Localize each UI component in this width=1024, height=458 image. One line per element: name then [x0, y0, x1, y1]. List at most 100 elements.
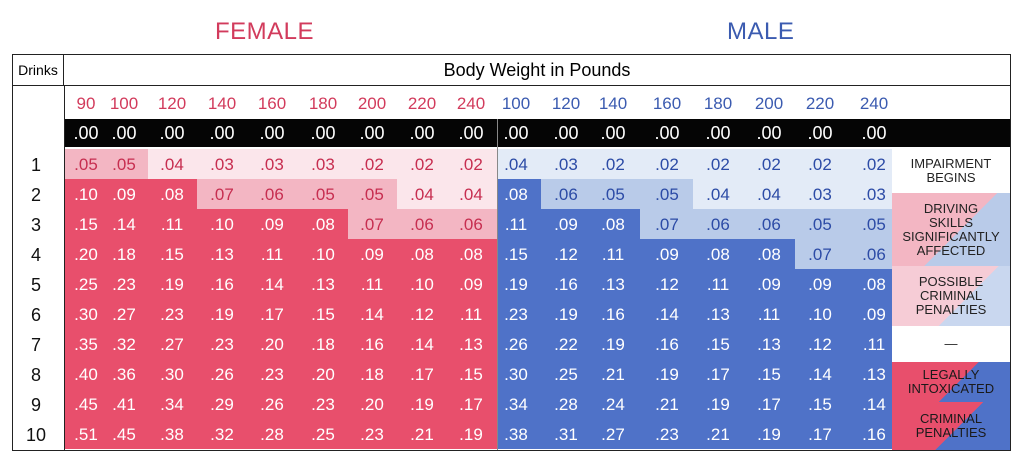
male-bac-value: .09	[554, 215, 578, 234]
female-cell-bg	[148, 149, 197, 179]
female-cell-bg	[197, 419, 247, 449]
male-bac-value: .10	[808, 305, 832, 324]
male-cell-bg	[692, 149, 744, 179]
male-cell-bg	[692, 389, 744, 419]
legend-box: IMPAIRMENT BEGINS	[892, 149, 1010, 193]
female-bac-value: .30	[160, 365, 184, 384]
male-cell-bg	[497, 359, 541, 389]
male-cell-bg	[794, 239, 847, 269]
female-cell-bg	[65, 329, 105, 359]
male-weight-header: 100	[501, 94, 531, 113]
male-cell-bg	[847, 209, 892, 239]
drink-count: 3	[30, 215, 41, 235]
female-bac-value: .14	[260, 275, 284, 294]
male-cell-bg	[640, 389, 693, 419]
female-bac-value: .05	[112, 155, 136, 174]
female-bac-value: .11	[360, 275, 384, 294]
male-bac-value: .02	[808, 155, 832, 174]
female-cell-bg	[446, 299, 497, 329]
female-bac-value: .20	[74, 245, 98, 264]
zero-value: .00	[705, 123, 731, 143]
female-bac-value: .15	[160, 245, 184, 264]
male-cell-bg	[541, 179, 590, 209]
male-bac-value: .13	[706, 305, 730, 324]
female-bac-value: .26	[210, 365, 234, 384]
male-cell-bg	[497, 179, 541, 209]
male-bac-value: .19	[655, 365, 679, 384]
female-bac-value: .08	[160, 185, 184, 204]
male-bac-value: .06	[706, 215, 730, 234]
female-bac-value: .45	[74, 395, 98, 414]
female-bac-value: .18	[360, 365, 384, 384]
female-cell-bg	[197, 299, 247, 329]
female-cell-bg	[446, 209, 497, 239]
male-bac-value: .17	[757, 395, 781, 414]
male-cell-bg	[743, 239, 795, 269]
female-cell-bg	[197, 269, 247, 299]
male-bac-value: .21	[706, 425, 730, 444]
male-cell-bg	[640, 329, 693, 359]
female-cell-bg	[65, 299, 105, 329]
male-bac-value: .02	[655, 155, 679, 174]
female-bac-value: .11	[260, 245, 284, 264]
male-cell-bg	[640, 239, 693, 269]
female-cell-bg	[148, 419, 197, 449]
legend-box: —	[892, 326, 1010, 362]
female-cell-bg	[148, 179, 197, 209]
female-cell-bg	[105, 269, 148, 299]
female-bac-value: .06	[410, 215, 434, 234]
female-cell-bg	[446, 179, 497, 209]
female-bac-value: .02	[459, 155, 483, 174]
male-cell-bg	[541, 149, 590, 179]
female-cell-bg	[397, 359, 447, 389]
male-bac-value: .08	[757, 245, 781, 264]
female-cell-bg	[347, 149, 397, 179]
male-cell-bg	[589, 179, 640, 209]
female-bac-value: .36	[112, 365, 136, 384]
female-weight-header: 160	[257, 94, 287, 113]
male-bac-value: .09	[862, 305, 886, 324]
male-cell-bg	[794, 149, 847, 179]
male-bac-value: .03	[554, 155, 578, 174]
female-weight-header: 120	[157, 94, 187, 113]
female-bac-value: .05	[311, 185, 335, 204]
male-cell-bg	[743, 209, 795, 239]
female-bac-value: .19	[459, 425, 483, 444]
female-bac-value: .08	[410, 245, 434, 264]
drink-count: 5	[30, 275, 41, 295]
male-bac-value: .11	[504, 215, 528, 234]
male-bac-value: .02	[757, 155, 781, 174]
male-cell-bg	[497, 209, 541, 239]
female-cell-bg	[247, 269, 298, 299]
female-cell-bg	[247, 299, 298, 329]
male-bac-value: .05	[601, 185, 625, 204]
female-cell-bg	[247, 149, 298, 179]
female-bac-value: .34	[160, 395, 184, 414]
zero-value: .00	[458, 123, 484, 143]
male-cell-bg	[589, 419, 640, 449]
male-cell-bg	[692, 269, 744, 299]
male-cell-bg	[794, 329, 847, 359]
female-bac-value: .02	[410, 155, 434, 174]
female-bac-value: .05	[360, 185, 384, 204]
female-weight-header: 90	[76, 94, 96, 113]
female-bac-value: .03	[260, 155, 284, 174]
male-cell-bg	[497, 329, 541, 359]
female-cell-bg	[65, 239, 105, 269]
female-bac-value: .51	[74, 425, 98, 444]
bac-table-frame	[12, 54, 1011, 451]
legend-box: LEGALLY INTOXICATED	[892, 362, 1010, 402]
female-cell-bg	[446, 389, 497, 419]
male-bac-value: .14	[655, 305, 679, 324]
zero-value: .00	[73, 123, 99, 143]
male-bac-value: .04	[757, 185, 781, 204]
male-bac-value: .07	[655, 215, 679, 234]
male-bac-value: .16	[554, 275, 578, 294]
male-cell-bg	[541, 359, 590, 389]
male-cell-bg	[640, 359, 693, 389]
female-cell-bg	[297, 299, 348, 329]
female-bac-value: .18	[112, 245, 136, 264]
male-cell-bg	[541, 389, 590, 419]
female-bac-value: .45	[112, 425, 136, 444]
male-bac-value: .17	[706, 365, 730, 384]
